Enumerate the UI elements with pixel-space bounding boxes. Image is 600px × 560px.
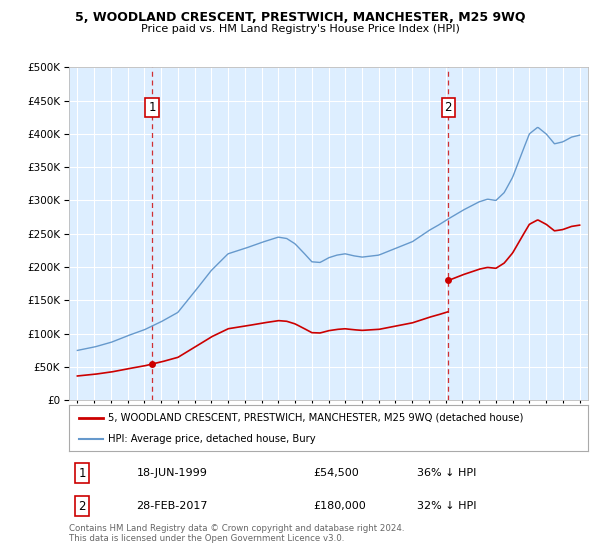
Text: £180,000: £180,000 — [313, 501, 365, 511]
Text: 1: 1 — [78, 466, 86, 480]
Text: 36% ↓ HPI: 36% ↓ HPI — [417, 468, 476, 478]
Text: 2: 2 — [78, 500, 86, 513]
Text: 32% ↓ HPI: 32% ↓ HPI — [417, 501, 476, 511]
Text: 1: 1 — [148, 101, 156, 114]
Text: 5, WOODLAND CRESCENT, PRESTWICH, MANCHESTER, M25 9WQ: 5, WOODLAND CRESCENT, PRESTWICH, MANCHES… — [75, 11, 525, 24]
Text: Contains HM Land Registry data © Crown copyright and database right 2024.
This d: Contains HM Land Registry data © Crown c… — [69, 524, 404, 543]
Text: £54,500: £54,500 — [313, 468, 359, 478]
Text: Price paid vs. HM Land Registry's House Price Index (HPI): Price paid vs. HM Land Registry's House … — [140, 24, 460, 34]
Text: 5, WOODLAND CRESCENT, PRESTWICH, MANCHESTER, M25 9WQ (detached house): 5, WOODLAND CRESCENT, PRESTWICH, MANCHES… — [108, 413, 523, 423]
Text: 28-FEB-2017: 28-FEB-2017 — [136, 501, 208, 511]
Text: 2: 2 — [445, 101, 452, 114]
Text: HPI: Average price, detached house, Bury: HPI: Average price, detached house, Bury — [108, 435, 316, 444]
Text: 18-JUN-1999: 18-JUN-1999 — [136, 468, 208, 478]
